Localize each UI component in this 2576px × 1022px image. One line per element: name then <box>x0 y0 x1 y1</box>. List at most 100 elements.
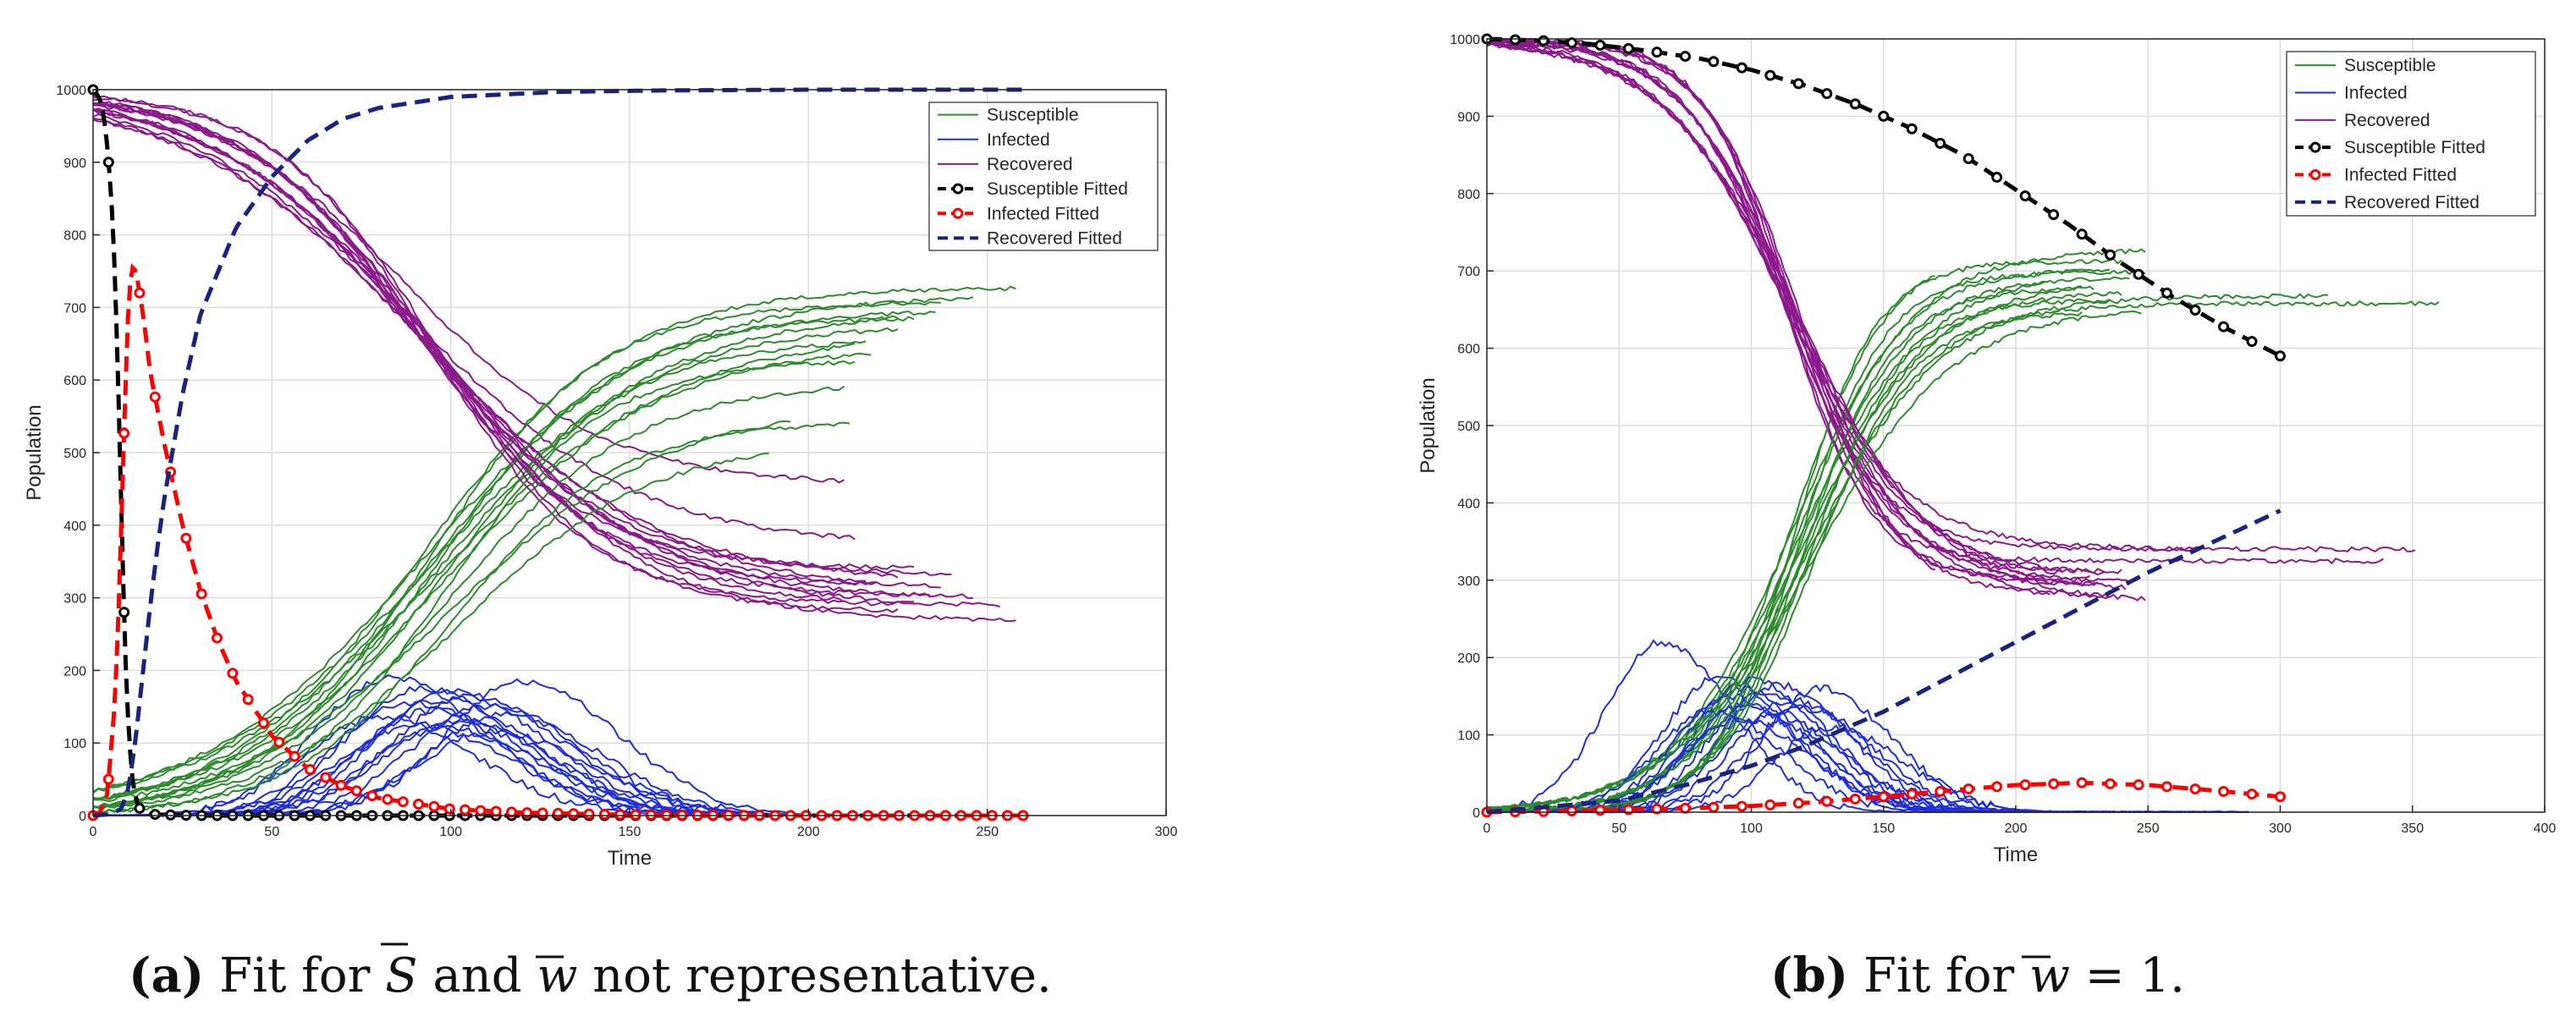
infected-fitted-marker <box>413 798 425 810</box>
infected-fitted-marker <box>475 805 487 816</box>
infected-fitted-marker <box>102 773 114 785</box>
x-tick-label: 0 <box>90 825 97 839</box>
infected-fitted-marker <box>195 588 207 600</box>
susceptible-fitted-marker <box>2161 287 2173 299</box>
recovered-fitted-line <box>1486 508 2282 815</box>
infected-fitted-marker <box>397 796 409 808</box>
susceptible-sim-line <box>92 385 845 808</box>
infected-fitted-marker <box>645 809 657 821</box>
infected-fitted-marker <box>490 805 502 817</box>
susceptible-fitted-marker <box>2275 350 2286 362</box>
y-tick-label: 100 <box>63 737 86 751</box>
susceptible-fitted-marker <box>2218 321 2230 332</box>
y-tick-label: 300 <box>63 592 86 607</box>
susceptible-fitted-marker <box>2133 268 2144 280</box>
susceptible-sim-line <box>1486 299 2440 813</box>
legend-label-infected-fitted: Infected Fitted <box>2344 166 2457 185</box>
infected-fitted-marker <box>2133 779 2144 791</box>
legend-label-infected: Infected <box>987 130 1050 150</box>
y-tick-label: 900 <box>63 157 86 171</box>
infected-fitted-marker <box>335 779 347 791</box>
infected-fitted-marker <box>443 803 455 815</box>
susceptible-fitted-marker <box>2019 190 2031 202</box>
x-tick-label: 50 <box>1611 821 1627 836</box>
susceptible-sim-line <box>92 340 867 808</box>
y-tick-label: 500 <box>1457 420 1480 434</box>
legend-label-recovered: Recovered <box>2344 111 2430 130</box>
y-tick-label: 700 <box>1457 265 1480 279</box>
x-tick-label: 50 <box>264 825 279 839</box>
infected-fitted-marker <box>521 807 533 819</box>
infected-fitted-marker <box>1736 800 1748 812</box>
y-tick-label: 100 <box>1457 729 1480 744</box>
susceptible-fitted-marker <box>1962 153 1974 165</box>
infected-fitted-marker <box>2048 777 2060 789</box>
susceptible-fitted-marker <box>1849 98 1861 110</box>
x-tick-label: 250 <box>2137 821 2160 836</box>
x-tick-label: 0 <box>1483 821 1491 836</box>
infected-fitted-marker <box>1821 795 1833 807</box>
legend-box <box>2286 51 2536 217</box>
legend-label-infected-fitted: Infected Fitted <box>987 204 1099 223</box>
susceptible-fitted-marker <box>1821 88 1833 100</box>
infected-fitted-marker <box>598 809 610 821</box>
susceptible-fitted-marker <box>1991 172 2003 184</box>
susceptible-fitted-marker <box>1906 123 1918 135</box>
susceptible-sim-line <box>92 342 856 794</box>
caption-b: (b) Fit for w = 1. <box>1770 948 2185 1003</box>
legend-label-infected: Infected <box>2344 84 2408 103</box>
y-tick-label: 200 <box>1457 651 1480 666</box>
susceptible-fitted-marker <box>1509 34 1521 46</box>
recovered-sim-line <box>92 117 899 579</box>
axes: 0 50 100 150 200 250 300 350 400 0 100 200 300 400 500… <box>1417 33 2556 866</box>
susceptible-fitted-marker <box>1708 56 1720 68</box>
susceptible-fitted-marker <box>1736 62 1748 74</box>
infected-fitted-marker <box>1935 785 1946 797</box>
y-tick-label: 500 <box>63 447 86 461</box>
legend-marker-susceptible-fitted <box>952 183 964 195</box>
susceptible-fitted-marker <box>118 607 130 618</box>
recovered-sim-line <box>92 109 915 604</box>
infected-fitted-marker <box>2275 791 2286 803</box>
legend-label-susceptible-fitted: Susceptible Fitted <box>987 179 1128 199</box>
infected-fitted-marker <box>1878 791 1890 803</box>
y-axis-label: Population <box>1417 377 1439 473</box>
legend-label-susceptible: Susceptible <box>2344 56 2436 75</box>
susceptible-fitted-marker <box>1792 78 1804 90</box>
susceptible-fitted-marker <box>102 157 114 168</box>
infected-fitted-marker <box>1566 805 1577 817</box>
panel-b-chart: 0 50 100 150 200 250 300 350 400 0 100 200 300 400 500… <box>1417 33 2556 866</box>
y-tick-label: 800 <box>63 229 86 244</box>
susceptible-fitted-series <box>1481 33 2286 362</box>
infected-fitted-marker <box>1991 781 2003 793</box>
infected-fitted-marker <box>460 804 471 816</box>
infected-fitted-marker <box>506 806 518 818</box>
susceptible-fitted-marker <box>2189 305 2201 316</box>
infected-fitted-marker <box>614 809 626 821</box>
susceptible-fitted-marker <box>1878 110 1890 122</box>
legend-marker-infected-fitted <box>952 207 964 219</box>
infected-fitted-marker <box>630 809 641 821</box>
infected-fitted-marker <box>552 807 564 819</box>
recovered-sim-line <box>92 102 1016 623</box>
susceptible-fitted-marker <box>2105 249 2116 261</box>
x-tick-label: 200 <box>797 825 820 839</box>
infected-fitted-marker <box>1792 797 1804 809</box>
recovered-sim-line <box>1486 42 2146 602</box>
y-tick-label: 800 <box>1457 188 1480 202</box>
panel-a-chart: 0 50 100 150 200 250 300 0 100 200 300 400 500 600 700… <box>23 84 1177 870</box>
y-tick-label: 700 <box>63 301 86 316</box>
susceptible-sim-line <box>92 420 791 803</box>
infected-fitted-marker <box>1651 803 1663 815</box>
infected-fitted-marker <box>149 391 161 403</box>
susceptible-sim-line <box>1487 311 2083 814</box>
infected-fitted-marker <box>382 794 394 805</box>
y-tick-label: 1000 <box>56 84 86 98</box>
susceptible-fitted-marker <box>1566 37 1577 49</box>
infected-fitted-marker <box>320 772 332 783</box>
y-tick-label: 1000 <box>1450 33 1480 47</box>
legend-marker-susceptible-fitted <box>2309 141 2321 153</box>
y-tick-label: 600 <box>1457 343 1480 357</box>
axes: 0 50 100 150 200 250 300 0 100 200 300 400 500 600 700… <box>23 84 1177 870</box>
